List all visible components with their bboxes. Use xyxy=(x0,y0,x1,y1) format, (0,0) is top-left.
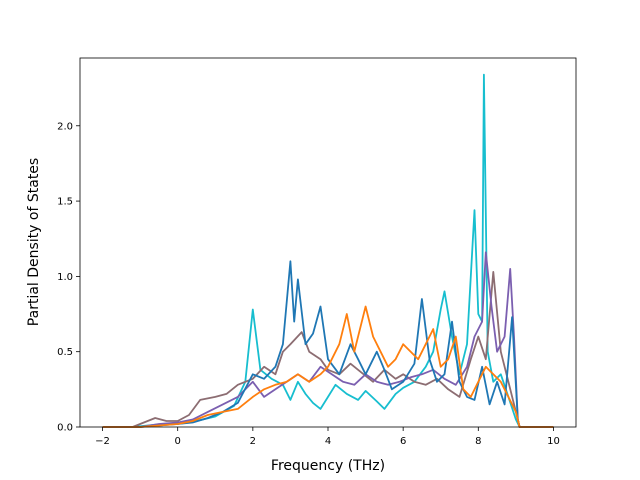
x-tick-label: 6 xyxy=(400,436,406,447)
x-tick-label: 0 xyxy=(175,436,181,447)
series-layer xyxy=(102,73,554,428)
x-tick-label: 2 xyxy=(250,436,256,447)
x-tick-label: 10 xyxy=(547,436,560,447)
y-tick-label: 2.0 xyxy=(57,121,73,132)
y-axis-label: Partial Density of States xyxy=(26,158,42,326)
y-tick-label: 1.5 xyxy=(57,197,73,208)
series-line-4 xyxy=(102,260,554,428)
x-tick-label: 8 xyxy=(475,436,481,447)
x-tick-label: 4 xyxy=(325,436,331,447)
x-axis-label: Frequency (THz) xyxy=(271,458,385,474)
y-tick-label: 0.0 xyxy=(57,423,73,434)
y-tick-label: 1.0 xyxy=(57,272,73,283)
y-tick-label: 0.5 xyxy=(57,347,73,358)
x-tick-label: −2 xyxy=(95,436,110,447)
x-axis: −2 0 2 4 6 8 10 xyxy=(95,427,560,447)
series-line-3 xyxy=(102,251,554,428)
y-axis: 0.0 0.5 1.0 1.5 2.0 xyxy=(57,121,80,434)
series-line-5 xyxy=(102,305,554,428)
